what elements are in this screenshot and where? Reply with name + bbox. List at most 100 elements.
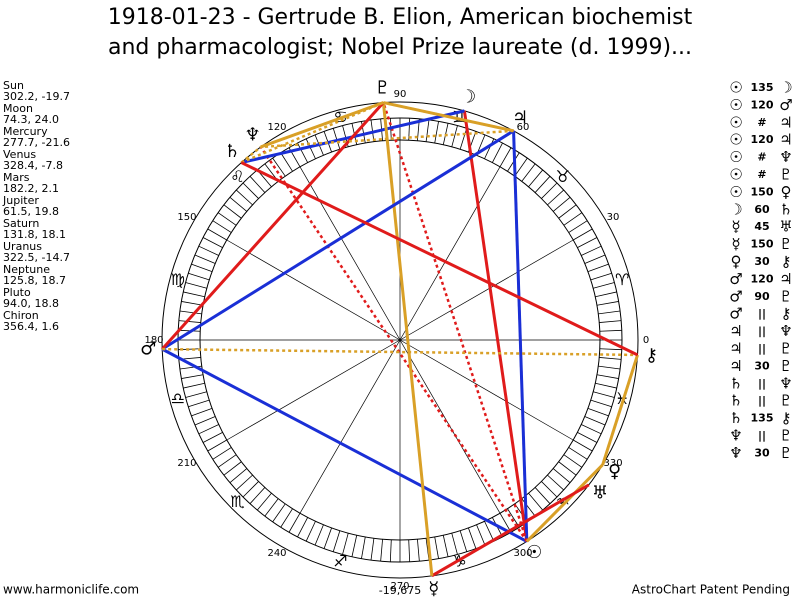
degree-label: 180 [144, 335, 163, 346]
planet-coords: 131.8, 18.1 [3, 228, 66, 241]
aspect-line [382, 102, 529, 542]
aspect-from: ☉ [729, 79, 742, 97]
ring-tick [558, 461, 577, 476]
aspect-from: ☉ [729, 131, 742, 149]
ring-tick [179, 310, 202, 315]
planet-glyph: ♇ [374, 78, 390, 99]
aspect-to: ♇ [779, 166, 792, 184]
ring-tick [351, 535, 358, 557]
aspect-line [240, 145, 262, 164]
ring-tick [595, 382, 617, 389]
planet-glyph: ☿ [428, 579, 439, 600]
planet-glyph: ♂ [140, 339, 156, 360]
aspect-line [260, 101, 384, 149]
ring-tick [417, 539, 420, 562]
ring-tick [194, 416, 216, 426]
degree-label: 210 [177, 458, 196, 469]
aspect-type: # [757, 151, 766, 164]
ring-tick [191, 263, 213, 272]
ring-tick [599, 320, 622, 323]
ring-tick [425, 119, 430, 142]
ring-tick [521, 498, 536, 517]
ring-tick [563, 212, 583, 226]
aspect-line [431, 483, 590, 578]
aspect-from: ♀ [731, 253, 742, 271]
planet-glyph: ⚷ [645, 345, 658, 366]
aspect-from: ☉ [729, 96, 742, 114]
degree-label: 150 [177, 212, 196, 223]
ring-tick [499, 513, 512, 533]
aspect-type: 135 [751, 81, 774, 94]
planet-coords: 94.0, 18.8 [3, 297, 59, 310]
footer-right: AstroChart Patent Pending [632, 583, 790, 597]
aspect-to: ♅ [779, 218, 792, 236]
aspect-from: ♃ [729, 357, 742, 375]
ring-tick [297, 142, 309, 163]
ring-tick [223, 204, 242, 219]
aspect-to: ♃ [779, 270, 792, 288]
ring-tick [229, 468, 248, 484]
ring-tick [587, 408, 609, 417]
ring-tick [598, 310, 621, 315]
planet-coords: 182.2, 2.1 [3, 182, 59, 195]
aspect-from: ☿ [731, 218, 740, 236]
ring-tick [202, 237, 223, 249]
degree-label: 300 [513, 548, 532, 559]
planet-name: Mars [3, 171, 30, 184]
aspect-type: 135 [751, 412, 774, 425]
degree-label: 120 [267, 122, 286, 133]
ring-tick [342, 533, 349, 555]
aspect-type: || [758, 394, 766, 407]
aspect-line [525, 463, 604, 543]
degree-label: 30 [607, 212, 620, 223]
aspect-to: ⚷ [781, 409, 792, 427]
ring-tick [577, 237, 598, 249]
title-line: 1918-01-23 - Gertrude B. Elion, American… [108, 5, 693, 30]
aspect-line [462, 110, 529, 542]
ring-tick [528, 169, 544, 188]
aspect-to: ♇ [779, 392, 792, 410]
ring-tick [590, 272, 612, 281]
aspect-from: ☉ [729, 148, 742, 166]
aspect-from: ♃ [729, 322, 742, 340]
aspect-to: ⚷ [781, 253, 792, 271]
aspect-type: || [758, 325, 766, 338]
ring-tick [596, 374, 619, 379]
planet-name: Moon [3, 102, 33, 115]
aspect-line [240, 161, 639, 357]
degree-label: 270 [390, 581, 409, 592]
ring-tick [442, 535, 449, 557]
ring-tick [599, 357, 622, 360]
planet-glyph: ♅ [592, 482, 608, 503]
division-line [226, 339, 401, 441]
ring-tick [380, 539, 383, 562]
aspect-type: || [758, 429, 766, 442]
ring-tick [573, 228, 593, 241]
planet-coords: 125.8, 18.7 [3, 274, 66, 287]
ring-tick [587, 263, 609, 272]
ring-tick [207, 439, 227, 452]
ring-tick [217, 454, 237, 468]
aspect-type: 30 [754, 359, 770, 372]
ring-tick [547, 189, 564, 206]
aspect-to: ♆ [779, 374, 792, 392]
aspect-line [162, 347, 638, 357]
aspect-from: ♂ [729, 305, 742, 323]
aspect-to: ♇ [779, 235, 792, 253]
aspect-from: ♆ [729, 427, 742, 445]
ring-tick [468, 527, 477, 549]
ring-tick [499, 147, 512, 167]
ring-tick [459, 530, 468, 552]
aspect-to: ♇ [779, 287, 792, 305]
ring-tick [297, 517, 309, 538]
outer-circle [161, 101, 639, 579]
ring-tick [584, 254, 606, 264]
aspect-from: ☉ [729, 183, 742, 201]
ring-tick [528, 492, 544, 511]
aspect-line [161, 347, 528, 543]
ring-tick [183, 291, 205, 298]
ring-tick [491, 142, 503, 163]
title-line: and pharmacologist; Nobel Prize laureate… [108, 35, 692, 60]
aspect-type: 120 [751, 272, 774, 285]
ring-tick [202, 431, 223, 443]
